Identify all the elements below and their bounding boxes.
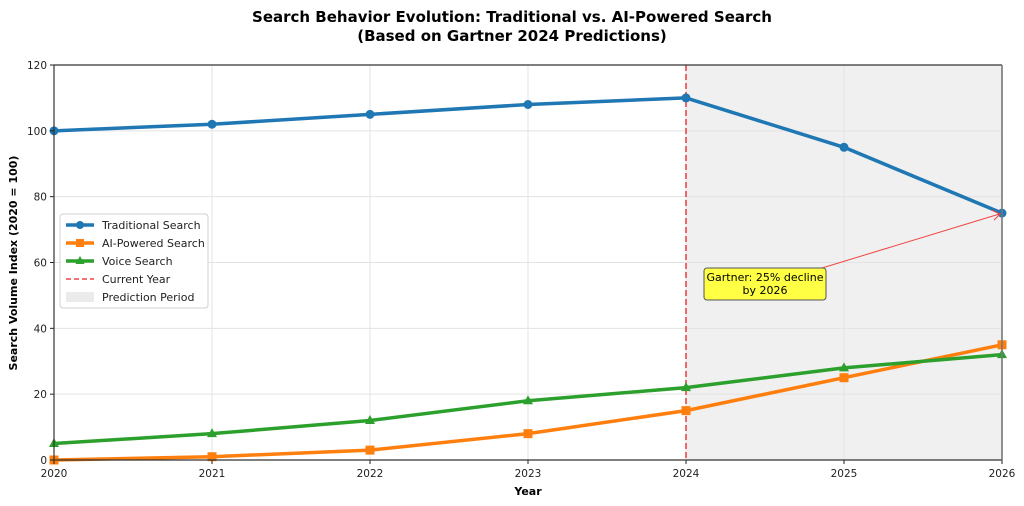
x-tick-label: 2024 xyxy=(673,468,700,480)
x-tick-label: 2021 xyxy=(199,468,226,480)
x-axis-label: Year xyxy=(513,485,542,498)
y-tick-label: 60 xyxy=(34,258,47,270)
annotation-arrow xyxy=(821,213,1000,269)
data-point xyxy=(523,429,533,439)
data-point xyxy=(207,452,217,462)
arrow-head xyxy=(991,209,1001,221)
x-tick-label: 2022 xyxy=(357,468,384,480)
chart-title: Search Behavior Evolution: Traditional v… xyxy=(252,8,772,26)
data-point xyxy=(365,109,375,119)
data-point xyxy=(207,119,217,129)
data-point xyxy=(523,395,533,405)
legend-item: Voice Search xyxy=(66,255,173,268)
x-tick-label: 2020 xyxy=(41,468,68,480)
x-tick-label: 2026 xyxy=(989,468,1016,480)
legend-label: Traditional Search xyxy=(101,219,201,232)
y-tick-label: 100 xyxy=(27,126,47,138)
legend-label: AI-Powered Search xyxy=(102,237,205,250)
data-point xyxy=(365,415,375,424)
data-point xyxy=(839,362,849,372)
legend-item: Traditional Search xyxy=(66,219,201,232)
data-point xyxy=(76,239,84,247)
x-tick-label: 2023 xyxy=(515,468,542,480)
legend-item: AI-Powered Search xyxy=(66,237,205,250)
y-tick-label: 120 xyxy=(27,60,47,72)
y-axis-label: Search Volume Index (2020 = 100) xyxy=(7,156,20,371)
y-tick-label: 0 xyxy=(40,455,47,467)
data-point xyxy=(75,256,85,264)
annotation-text: Gartner: 25% decline xyxy=(707,271,824,284)
data-point xyxy=(523,100,533,109)
data-point xyxy=(681,93,691,103)
annotation-box xyxy=(703,267,827,301)
annotation-text: by 2026 xyxy=(743,284,788,297)
legend-label: Voice Search xyxy=(102,255,173,268)
y-tick-label: 40 xyxy=(34,323,47,335)
data-point xyxy=(839,373,849,383)
data-point xyxy=(681,382,691,392)
data-point xyxy=(681,406,691,416)
data-point xyxy=(365,445,375,455)
y-tick-label: 80 xyxy=(34,192,47,204)
data-point xyxy=(76,221,84,229)
legend-item: Prediction Period xyxy=(66,291,194,304)
data-point xyxy=(207,428,217,438)
legend-box xyxy=(59,213,209,309)
y-tick-label: 20 xyxy=(34,389,47,401)
x-tick-label: 2025 xyxy=(831,468,858,480)
legend-label: Prediction Period xyxy=(102,291,194,304)
legend-label: Current Year xyxy=(102,273,171,286)
legend-item: Current Year xyxy=(66,273,171,286)
data-point xyxy=(839,142,849,152)
legend-swatch xyxy=(66,292,94,302)
chart-subtitle: (Based on Gartner 2024 Predictions) xyxy=(357,27,667,45)
